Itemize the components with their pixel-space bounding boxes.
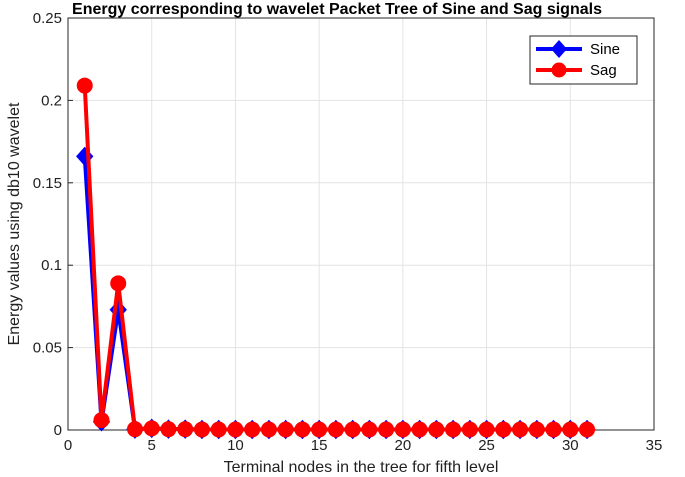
data-point-sag (93, 412, 110, 429)
data-point-sag (244, 421, 261, 438)
data-point-sag (478, 421, 495, 438)
legend-label-sag: Sag (590, 62, 617, 79)
y-tick-label: 0.1 (41, 257, 62, 274)
data-point-sag (528, 421, 545, 438)
data-point-sag (160, 421, 177, 438)
y-tick-label: 0.05 (33, 340, 62, 357)
x-tick-label: 30 (562, 437, 579, 454)
legend-marker-sag (551, 62, 567, 78)
data-point-sag (277, 421, 294, 438)
data-point-sag (227, 421, 244, 438)
data-point-sag (545, 421, 562, 438)
y-tick-label: 0.15 (33, 175, 62, 192)
y-axis-label: Energy values using db10 wavelet (6, 102, 23, 345)
data-point-sag (193, 421, 210, 438)
legend-label-sine: Sine (590, 41, 620, 58)
data-point-sag (76, 77, 93, 94)
data-point-sag (579, 421, 596, 438)
x-tick-label: 35 (646, 437, 663, 454)
data-point-sag (495, 421, 512, 438)
y-tick-label: 0.25 (33, 10, 62, 27)
data-point-sag (445, 421, 462, 438)
data-point-sag (327, 421, 344, 438)
data-point-sag (428, 421, 445, 438)
legend-box (529, 35, 638, 85)
data-point-sag (378, 421, 395, 438)
data-point-sag (361, 421, 378, 438)
series-layer (76, 77, 596, 440)
y-tick-label: 0.2 (41, 92, 62, 109)
data-point-sag (126, 421, 143, 438)
x-tick-label: 15 (311, 437, 328, 454)
data-point-sag (344, 421, 361, 438)
x-tick-label: 20 (395, 437, 412, 454)
data-point-sag (562, 421, 579, 438)
y-tick-label: 0 (54, 422, 62, 439)
x-tick-label: 5 (148, 437, 156, 454)
data-point-sag (311, 421, 328, 438)
data-point-sag (294, 421, 311, 438)
legend-marker-sine (551, 40, 567, 58)
x-tick-label: 25 (478, 437, 495, 454)
ticks: 0 5 10 15 20 25 30 35 0 0.05 0.1 0.15 0.2 0.25 (33, 10, 663, 454)
data-point-sag (394, 421, 411, 438)
x-tick-label: 10 (227, 437, 244, 454)
data-point-sag (260, 421, 277, 438)
data-point-sag (411, 421, 428, 438)
data-point-sag (210, 421, 227, 438)
data-point-sag (110, 275, 127, 292)
chart-title: Energy corresponding to wavelet Packet T… (72, 1, 602, 18)
x-axis-label: Terminal nodes in the tree for fifth lev… (224, 459, 499, 476)
data-point-sag (177, 421, 194, 438)
data-point-sag (143, 420, 160, 437)
legend: Sine Sag (529, 35, 638, 85)
data-point-sag (461, 421, 478, 438)
x-tick-label: 0 (64, 437, 72, 454)
data-point-sag (512, 421, 529, 438)
